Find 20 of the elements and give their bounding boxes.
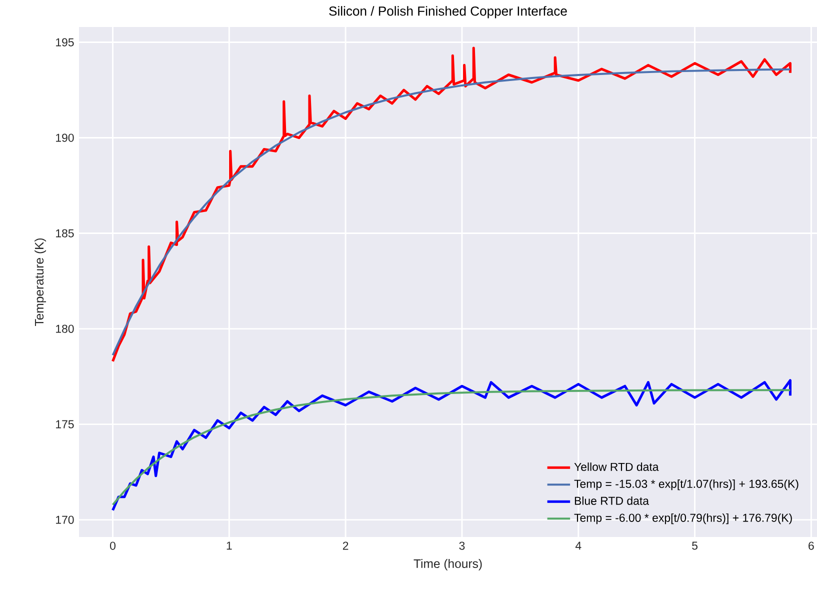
x-tick-label: 6 bbox=[808, 542, 814, 550]
x-tick-label: 2 bbox=[342, 542, 348, 550]
y-tick-label: 170 bbox=[56, 516, 74, 524]
x-axis-title: Time (hours) bbox=[414, 558, 482, 570]
legend-label: Blue RTD data bbox=[574, 496, 649, 505]
legend-label: Temp = -15.03 * exp[t/1.07(hrs)] + 193.65(K) bbox=[574, 479, 798, 490]
chart-title: Silicon / Polish Finished Copper Interface bbox=[329, 6, 567, 18]
y-tick-label: 195 bbox=[56, 38, 74, 46]
x-tick-label: 4 bbox=[575, 542, 582, 550]
y-axis-title: Temperature (K) bbox=[34, 238, 46, 326]
y-tick-label: 185 bbox=[56, 229, 74, 238]
legend-label: Temp = -6.00 * exp[t/0.79(hrs)] + 176.79(K) bbox=[574, 513, 792, 524]
y-tick-label: 190 bbox=[56, 134, 74, 142]
x-tick-label: 5 bbox=[692, 542, 698, 550]
x-tick-label: 3 bbox=[459, 542, 465, 550]
y-tick-label: 175 bbox=[56, 420, 74, 428]
x-tick-label: 1 bbox=[226, 542, 232, 550]
x-tick-label: 0 bbox=[110, 542, 116, 550]
legend-label: Yellow RTD data bbox=[574, 462, 659, 471]
y-tick-label: 180 bbox=[56, 324, 74, 333]
